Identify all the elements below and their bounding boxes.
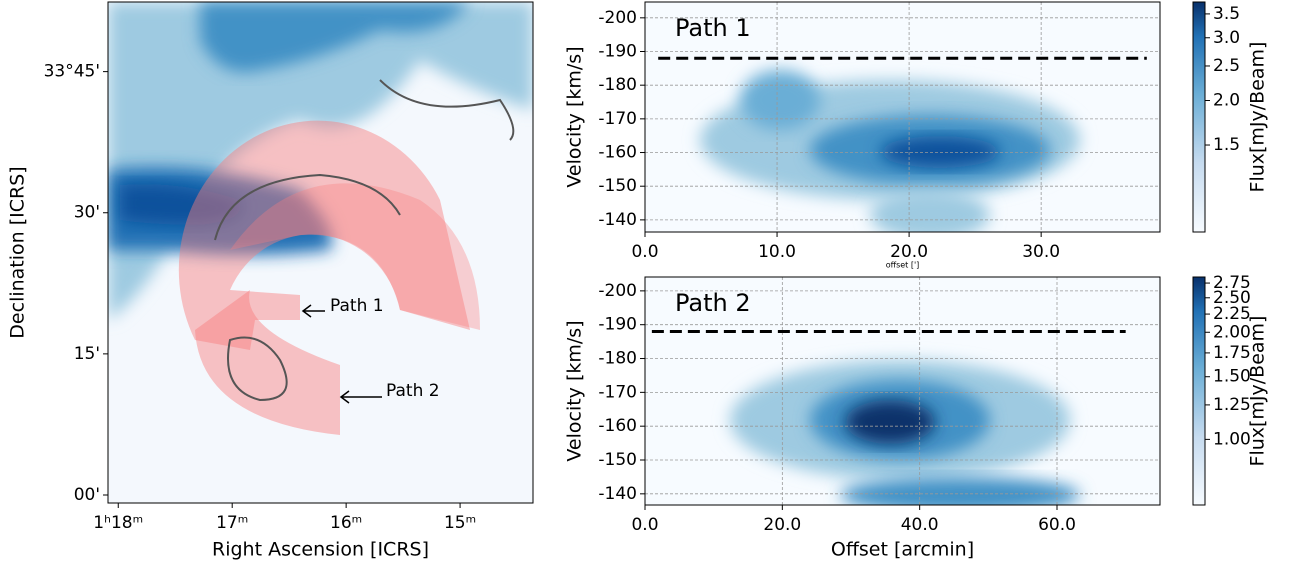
- colorbar-tick-label: 3.0: [1213, 28, 1240, 48]
- y-tick-label: 00': [74, 485, 100, 505]
- plot-frame: [644, 1, 1161, 233]
- x-tick-label: 17ᵐ: [216, 513, 248, 533]
- annotation-arrows: [301, 304, 382, 404]
- x-tick-label: 0.0: [631, 242, 658, 262]
- colorbar-tick-label: 1.75: [1213, 343, 1251, 363]
- y-tick-label: 15': [74, 344, 100, 364]
- colorbar-tick-label: 3.5: [1213, 4, 1240, 24]
- colorbar-tick-label: 2.5: [1213, 56, 1240, 76]
- x-tick-label: 20.0: [890, 242, 928, 262]
- y-tick-label: -160: [598, 143, 637, 163]
- colorbar-tick-label: 2.25: [1213, 304, 1251, 324]
- x-tick-label: 16ᵐ: [330, 513, 362, 533]
- map-image: [108, 2, 533, 503]
- y-tick-label: -140: [598, 210, 637, 230]
- annotation: Path 1: [330, 296, 384, 316]
- x-tick-label: 10.0: [758, 242, 796, 262]
- x-axis-label: Right Ascension [ICRS]: [212, 539, 429, 561]
- colorbar-tick-label: 1.00: [1213, 429, 1251, 449]
- colorbar-tick-label: 2.75: [1213, 273, 1251, 293]
- y-tick-label: -160: [598, 416, 637, 436]
- x-tick-label: 15ᵐ: [444, 513, 476, 533]
- y-axis-label: Velocity [km/s]: [564, 46, 586, 187]
- plot-frame: [644, 276, 1161, 506]
- colorbar-tick-label: 1.50: [1213, 367, 1251, 387]
- y-tick-label: -190: [598, 315, 637, 335]
- x-axis-label: offset [']: [886, 261, 920, 270]
- y-tick-label: -200: [598, 281, 637, 301]
- x-tick-label: 60.0: [1038, 515, 1076, 535]
- y-tick-label: -140: [598, 484, 637, 504]
- y-axis-label: Velocity [km/s]: [564, 320, 586, 461]
- y-tick-label: -170: [598, 109, 637, 129]
- x-axis-label: Offset [arcmin]: [831, 539, 974, 561]
- colorbar: [1192, 276, 1206, 506]
- y-tick-label: 30': [74, 203, 100, 223]
- colorbar-tick-label: 1.5: [1213, 135, 1240, 155]
- x-tick-label: 30.0: [1022, 242, 1060, 262]
- y-axis-label: Declination [ICRS]: [7, 166, 29, 338]
- panel-title: Path 1: [675, 14, 751, 42]
- y-tick-label: -170: [598, 382, 637, 402]
- y-tick-label: -150: [598, 450, 637, 470]
- colorbar: [1192, 1, 1206, 233]
- colorbar-label: Flux[mJy/Beam]: [1247, 42, 1269, 193]
- y-tick-label: 33°45': [44, 62, 100, 82]
- colorbar-tick-label: 2.50: [1213, 288, 1251, 308]
- x-tick-label: 1ʰ18ᵐ: [93, 513, 143, 533]
- colorbar-tick-label: 2.0: [1213, 91, 1240, 111]
- x-tick-label: 20.0: [763, 515, 801, 535]
- panel-title: Path 2: [675, 289, 751, 317]
- x-tick-label: 0.0: [631, 515, 658, 535]
- pv-image-1: [645, 2, 1160, 232]
- y-tick-label: -150: [598, 176, 637, 196]
- pv-image-2: [645, 277, 1160, 505]
- colorbar-tick-label: 1.25: [1213, 395, 1251, 415]
- colorbar-tick-label: 2.00: [1213, 322, 1251, 342]
- colorbar-label: Flux[mJy/Beam]: [1247, 316, 1269, 467]
- y-tick-label: -180: [598, 349, 637, 369]
- plot-frame: [107, 1, 534, 504]
- annotation: Path 2: [386, 381, 440, 401]
- y-tick-label: -180: [598, 75, 637, 95]
- x-tick-label: 40.0: [901, 515, 939, 535]
- y-tick-label: -200: [598, 8, 637, 28]
- y-tick-label: -190: [598, 42, 637, 62]
